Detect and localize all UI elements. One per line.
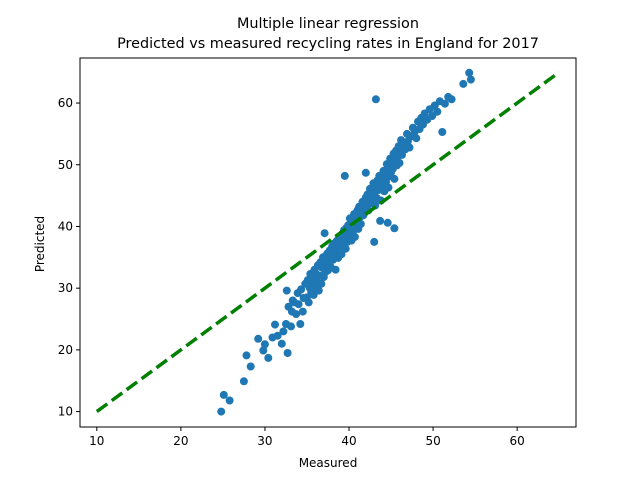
y-tick-label: 50 [58,158,73,172]
data-point [370,237,379,246]
data-point [376,216,385,225]
data-point [438,128,447,136]
data-point [277,339,286,348]
data-point [440,99,449,108]
data-point [246,362,255,371]
chart-title: Multiple linear regression [237,16,419,32]
data-point [395,158,404,167]
data-point [405,143,414,152]
data-point [260,340,269,349]
data-point [279,327,288,336]
data-point [331,265,340,274]
x-axis-label: Measured [299,456,358,470]
x-tick-label: 40 [341,434,356,448]
data-point [384,183,393,192]
data-point [297,285,306,294]
data-point [217,407,226,416]
data-point [337,250,346,259]
data-point [273,331,282,340]
data-point [287,322,295,331]
data-point [219,390,228,399]
x-tick-label: 10 [89,434,104,448]
data-point [465,68,474,77]
data-point [390,224,399,233]
data-point [294,300,303,309]
data-point [433,107,442,116]
data-point [383,218,392,227]
data-point [296,320,305,328]
data-point [459,79,468,88]
data-point [225,396,234,405]
x-tick-label: 30 [257,434,272,448]
x-tick-label: 60 [510,434,525,448]
data-point [283,349,292,357]
data-point [264,353,273,362]
data-point [239,377,248,386]
data-point [304,298,313,307]
y-tick-label: 40 [58,219,73,233]
data-point [254,334,263,343]
data-point [371,95,380,104]
data-point [259,346,268,355]
data-point [298,307,307,316]
data-point [412,134,421,143]
data-point [340,171,349,180]
chart-subtitle: Predicted vs measured recycling rates in… [117,36,539,52]
data-point [390,174,399,183]
plot-frame [79,57,577,428]
x-tick-label: 20 [173,434,188,448]
data-point [314,286,323,295]
y-tick-label: 60 [58,96,73,110]
data-point [271,320,279,329]
data-point [292,310,301,319]
y-tick-label: 10 [58,405,73,419]
plot-area: 10 20 30 40 50 60 10 20 30 40 50 60 [58,57,577,448]
data-point [282,286,291,295]
data-point [361,168,370,177]
y-axis-label: Predicted [33,216,47,272]
data-point [350,232,359,241]
x-tick-label: 50 [425,434,440,448]
data-point [466,75,475,84]
y-tick-label: 20 [58,343,73,357]
data-point [320,229,329,238]
reference-line [95,70,561,413]
y-tick-label: 30 [58,281,73,295]
data-point [447,95,456,104]
data-point [356,220,365,228]
data-point [341,244,350,253]
data-point [242,351,251,360]
data-point [317,279,326,288]
